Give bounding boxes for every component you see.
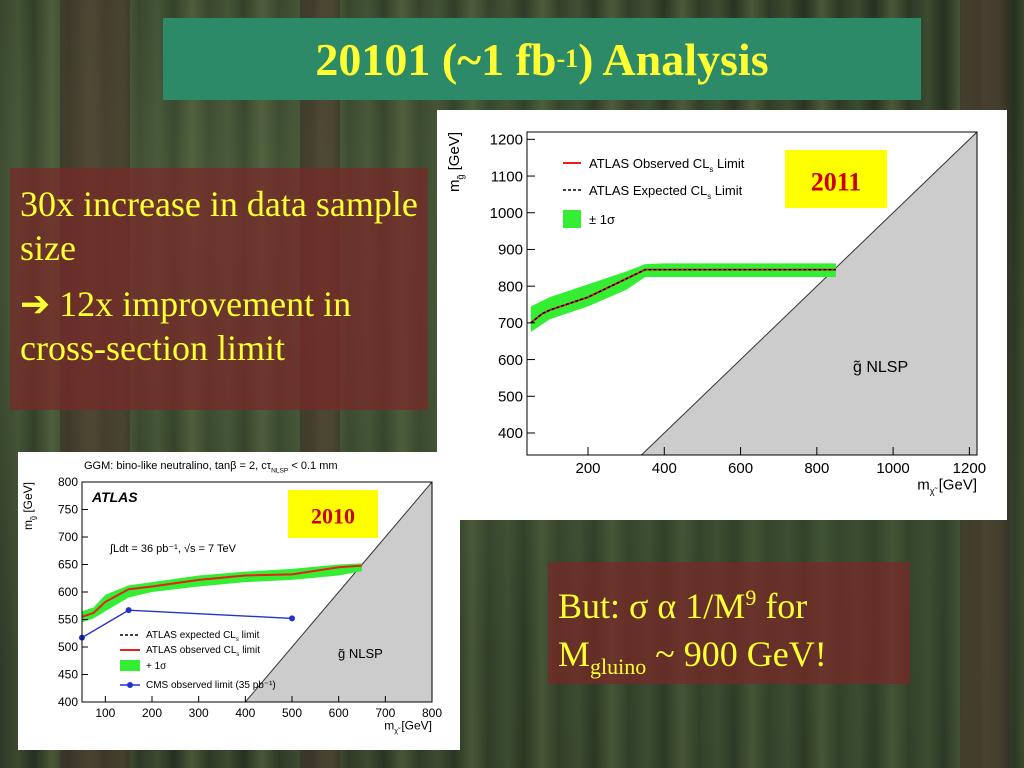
x-tick-label: 200 [142, 706, 162, 720]
y-tick-label: 400 [498, 425, 523, 442]
chart-panel-2010: 100 200 300 400 500 600 700 800 400 450 500 550 600 6… [18, 452, 460, 750]
arrow-icon: ➔ [20, 284, 51, 324]
legend-label-expected: ATLAS Expected CLs Limit [589, 183, 743, 201]
right-text-gluino: gluino [590, 654, 647, 680]
plot-frame [526, 131, 978, 456]
left-text-line2-body: 12x improvement in cross-section limit [20, 284, 352, 368]
year-badge-box [288, 490, 378, 538]
diagonal-line [641, 132, 977, 455]
chart-2010: 100 200 300 400 500 600 700 800 400 450 500 550 600 6… [21, 460, 442, 736]
alpha-symbol: α [657, 586, 677, 626]
x-tick-label: 800 [804, 460, 829, 477]
y-tick-label: 800 [58, 475, 78, 489]
title-superscript: -1 [556, 44, 579, 73]
y-tick-label: 900 [498, 242, 523, 259]
x-tick-label: 100 [95, 706, 115, 720]
legend-label-observed: ATLAS Observed CLs Limit [589, 156, 745, 174]
slide-title: 20101 (~1 fb -1) Analysis [163, 18, 921, 100]
x-tick-label: 500 [282, 706, 302, 720]
x-tick-label: 200 [576, 460, 601, 477]
sigma-band [82, 563, 362, 623]
legend-label-expected: ATLAS expected CLs limit [146, 630, 260, 643]
sigma-symbol: σ [629, 586, 649, 626]
sigma-band [530, 263, 836, 333]
year-badge-box [785, 150, 887, 208]
right-text-value: ~ 900 GeV! [646, 634, 827, 674]
series-line-1 [82, 564, 363, 618]
right-text-m: M [558, 634, 591, 674]
legend-label-cms: CMS observed limit (35 pb⁻¹) [146, 680, 276, 691]
x-tick-label: 600 [329, 706, 349, 720]
y-tick-label: 600 [498, 352, 523, 369]
right-text-line2: Mgluino ~ 900 GeV! [558, 630, 900, 691]
region-label: g̃ NLSP [853, 359, 908, 376]
y-tick-label: 450 [58, 668, 78, 682]
y-tick-label: 500 [58, 640, 78, 654]
legend-label-band: ± 1σ [589, 212, 615, 227]
y-tick-label: 700 [498, 315, 523, 332]
x-tick-label: 1000 [876, 460, 909, 477]
x-axis-label: mχ̃ [GeV] [384, 719, 432, 736]
title-main: 20101 (~1 fb [315, 33, 557, 85]
y-tick-label: 750 [58, 503, 78, 517]
x-tick-label: 400 [652, 460, 677, 477]
y-tick-label: 650 [58, 558, 78, 572]
x-tick-label: 300 [189, 706, 209, 720]
cms-point [125, 607, 132, 614]
chart-panel-2011: 200 400 600 800 1000 1200 400 500 600 700 800 900 10… [437, 110, 1007, 520]
right-text-line1: But: σ α 1/M9 for [558, 574, 900, 630]
right-text-box: But: σ α 1/M9 for Mgluino ~ 900 GeV! [548, 562, 910, 684]
y-axis-label: mg̃ [GeV] [21, 482, 38, 530]
left-text-box: 30x increase in data sample size ➔ 12x i… [10, 168, 428, 410]
chart-2011: 200 400 600 800 1000 1200 400 500 600 700 800 900 10… [446, 131, 986, 497]
year-badge: 2010 [311, 504, 355, 529]
region-label: g̃ NLSP [338, 646, 383, 661]
y-axis-label: mg̃ [GeV] [446, 132, 466, 192]
right-text-for: for [756, 586, 808, 626]
chart-title: GGM: bino-like neutralino, tanβ = 2, cτN… [84, 460, 338, 474]
legend-swatch-band [120, 660, 140, 671]
cms-point [289, 615, 295, 622]
x-tick-label: 1200 [953, 460, 986, 477]
x-tick-label: 800 [422, 706, 442, 720]
right-text-but: But: [558, 586, 630, 626]
y-tick-label: 550 [58, 613, 78, 627]
y-tick-label: 1000 [490, 205, 523, 222]
diagonal-line [244, 482, 432, 702]
left-text-line1: 30x increase in data sample size [20, 184, 418, 268]
y-tick-label: 400 [58, 695, 78, 709]
atlas-brand: ATLAS [91, 489, 138, 505]
title-tail: ) Analysis [578, 33, 769, 85]
x-tick-label: 700 [375, 706, 395, 720]
y-tick-label: 800 [498, 278, 523, 295]
luminosity-label: ∫Ldt = 36 pb⁻¹, √s = 7 TeV [109, 543, 237, 555]
y-tick-label: 500 [498, 389, 523, 406]
x-axis-label: mχ̃ [GeV] [917, 477, 977, 497]
x-tick-label: 400 [235, 706, 255, 720]
right-text-mass: 1/M [676, 586, 746, 626]
right-text-exponent: 9 [745, 585, 757, 610]
legend-swatch-band [563, 210, 581, 228]
series-line-1 [530, 268, 836, 324]
y-tick-label: 1200 [490, 132, 523, 149]
y-tick-label: 700 [58, 530, 78, 544]
left-text-line2: ➔ 12x improvement in cross-section limit [20, 282, 418, 370]
legend-label-band: + 1σ [146, 661, 167, 672]
y-tick-label: 600 [58, 585, 78, 599]
legend-label-observed: ATLAS observed CLs limit [146, 645, 260, 658]
x-tick-label: 600 [728, 460, 753, 477]
legend-marker-cms [127, 682, 133, 688]
y-tick-label: 1100 [491, 168, 523, 185]
year-badge: 2011 [811, 168, 862, 197]
